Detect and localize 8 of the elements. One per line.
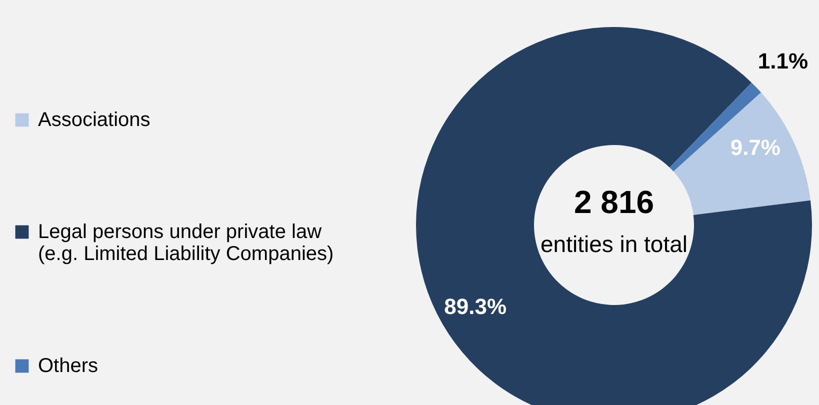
legend-label: Associations <box>38 109 150 131</box>
legend-label: Legal persons under private law (e.g. Limited Liability Companies) <box>38 221 334 265</box>
text: entities in total <box>540 231 688 257</box>
legend-label: Others <box>38 355 98 377</box>
data-label: 9.7% <box>730 135 780 160</box>
data-label: 89.3% <box>444 294 507 319</box>
text: 2 816 <box>574 184 654 220</box>
data-label: 1.1% <box>758 48 808 74</box>
